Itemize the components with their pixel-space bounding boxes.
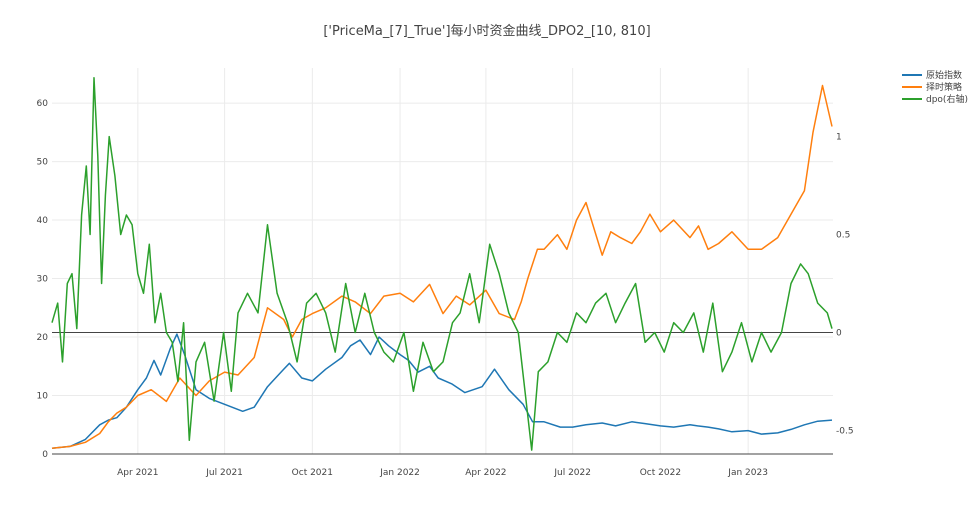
legend-label: 原始指数 — [926, 69, 962, 81]
y-right-tick-label: -0.5 — [836, 426, 854, 436]
legend-label: 择时策略 — [926, 81, 962, 93]
axes: Apr 2021 Jul 2021 Oct 2021 Jan 2022 Apr 2022… — [37, 99, 854, 478]
x-tick-label: Jan 2023 — [727, 468, 768, 478]
y-left-tick-label: 0 — [42, 450, 48, 460]
y-left-tick-label: 30 — [37, 275, 49, 285]
chart-title: ['PriceMa_[7]_True']每小时资金曲线_DPO2_[10, 81… — [323, 23, 650, 39]
series-line-1 — [51, 84, 833, 449]
y-right-tick-label: 0.5 — [836, 231, 850, 241]
x-tick-label: Apr 2021 — [117, 468, 158, 478]
legend-item[interactable]: dpo(右轴) — [902, 93, 968, 105]
series-lines — [51, 77, 833, 451]
x-tick-label: Jan 2022 — [379, 468, 420, 478]
y-left-tick-label: 50 — [37, 158, 49, 168]
series-line-0 — [51, 333, 833, 449]
legend-item[interactable]: 择时策略 — [902, 81, 962, 93]
x-tick-label: Oct 2022 — [640, 468, 681, 478]
legend-label: dpo(右轴) — [926, 93, 968, 105]
y-left-tick-label: 20 — [37, 333, 49, 343]
legend-item[interactable]: 原始指数 — [902, 69, 962, 81]
y-left-tick-label: 60 — [37, 99, 49, 109]
y-right-tick-label: 0 — [836, 329, 842, 339]
x-tick-label: Jul 2021 — [205, 468, 243, 478]
y-left-tick-label: 10 — [37, 392, 49, 402]
x-tick-label: Apr 2022 — [465, 468, 506, 478]
x-tick-label: Jul 2022 — [553, 468, 591, 478]
x-tick-label: Oct 2021 — [292, 468, 333, 478]
series-line-2 — [51, 77, 833, 451]
y-left-tick-label: 40 — [37, 216, 49, 226]
y-right-tick-label: 1 — [836, 133, 842, 143]
